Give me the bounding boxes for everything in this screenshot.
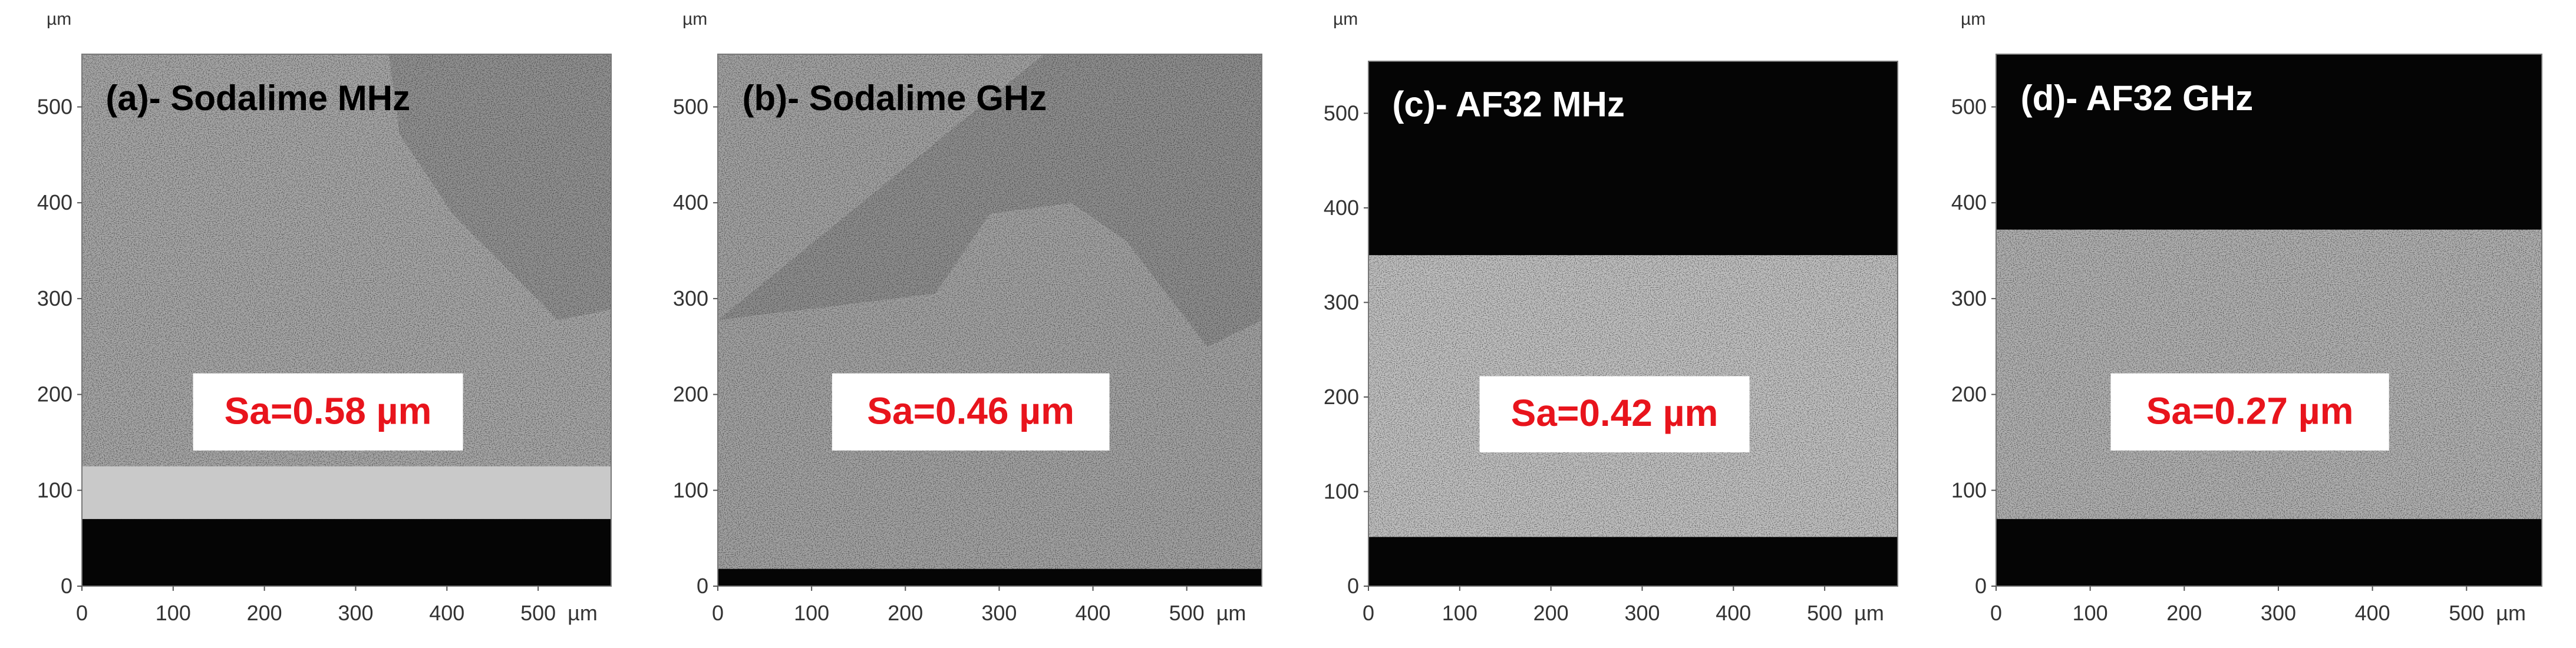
x-unit: µm [1216, 601, 1246, 625]
x-unit: µm [568, 601, 598, 625]
image-band [718, 568, 1262, 586]
y-tick-label: 100 [37, 478, 72, 502]
plot-frame [81, 54, 612, 587]
y-tick-label: 100 [1951, 478, 1987, 502]
micrograph [718, 54, 1262, 586]
micrograph [1996, 54, 2542, 586]
x-tick-label: 100 [156, 601, 191, 625]
y-tick-label: 100 [1324, 479, 1359, 503]
plot-frame [1996, 54, 2542, 587]
y-tick-label: 300 [1324, 290, 1359, 314]
image-band [82, 466, 611, 520]
y-tick-label: 500 [37, 94, 72, 118]
x-tick-label: 100 [2073, 601, 2108, 625]
y-unit: µm [1333, 9, 1358, 29]
plot-frame [717, 54, 1262, 587]
image-band [1368, 61, 1898, 256]
x-tick-label: 500 [2449, 601, 2484, 625]
x-tick-label: 200 [888, 601, 923, 625]
y-tick-label: 200 [37, 382, 72, 406]
plot-frame [1368, 61, 1898, 587]
panel: 0 100 200 300 400 500 0 100 200 300 400 500 µm µm (b)-… [673, 9, 1262, 625]
y-tick-label: 0 [1347, 574, 1359, 598]
x-tick-label: 500 [1807, 601, 1842, 625]
panel-title: (a)- Sodalime MHz [105, 78, 410, 118]
y-unit: µm [47, 9, 71, 29]
y-unit: µm [682, 9, 707, 29]
x-tick-label: 100 [1442, 601, 1477, 625]
sa-box [832, 373, 1110, 451]
sa-box [2110, 373, 2389, 451]
y-tick-label: 500 [673, 94, 708, 118]
x-tick-label: 200 [1533, 601, 1569, 625]
panel-title: (b)- Sodalime GHz [743, 78, 1047, 118]
y-tick-label: 400 [673, 190, 708, 214]
x-tick-label: 300 [338, 601, 373, 625]
panel-title: (c)- AF32 MHz [1392, 85, 1624, 124]
y-tick-label: 500 [1951, 94, 1987, 118]
panel-title: (d)- AF32 GHz [2021, 78, 2253, 118]
y-tick-label: 200 [1324, 385, 1359, 409]
micrograph [82, 54, 611, 586]
panel: 0 100 200 300 400 500 0 100 200 300 400 500 µm µm (d)-… [1951, 9, 2542, 625]
x-tick-label: 0 [1363, 601, 1374, 625]
y-tick-label: 100 [673, 478, 708, 502]
image-grain [718, 54, 1262, 586]
panel: 0 100 200 300 400 500 0 100 200 300 400 500 µm µm (c)-… [1324, 9, 1898, 625]
y-tick-label: 200 [673, 382, 708, 406]
y-tick-label: 400 [37, 190, 72, 214]
x-tick-label: 100 [794, 601, 829, 625]
image-band [1996, 519, 2542, 586]
y-tick-label: 200 [1951, 382, 1987, 406]
x-tick-label: 300 [981, 601, 1017, 625]
y-tick-label: 300 [37, 286, 72, 310]
sa-label: Sa=0.46 µm [867, 390, 1074, 432]
image-band [1368, 537, 1898, 586]
x-tick-label: 300 [2261, 601, 2296, 625]
sa-box [193, 373, 463, 451]
y-tick-label: 0 [697, 574, 708, 598]
panel: 0 100 200 300 400 500 0 100 200 300 400 500 µm µm (a)-… [37, 9, 612, 625]
x-tick-label: 0 [1990, 601, 2002, 625]
x-tick-label: 400 [429, 601, 464, 625]
x-tick-label: 0 [76, 601, 88, 625]
image-band [1996, 54, 2542, 230]
sa-box [1479, 376, 1750, 452]
x-tick-label: 0 [712, 601, 724, 625]
y-tick-label: 0 [1975, 574, 1987, 598]
x-tick-label: 400 [1076, 601, 1111, 625]
y-tick-label: 0 [61, 574, 72, 598]
sa-label: Sa=0.58 µm [225, 390, 432, 432]
y-tick-label: 300 [673, 286, 708, 310]
x-tick-label: 300 [1624, 601, 1660, 625]
y-tick-label: 300 [1951, 286, 1987, 310]
x-unit: µm [2496, 601, 2526, 625]
y-unit: µm [1961, 9, 1985, 29]
x-tick-label: 400 [2355, 601, 2390, 625]
y-tick-label: 500 [1324, 101, 1359, 125]
micrograph [1368, 61, 1898, 586]
image-band [82, 519, 611, 586]
y-tick-label: 400 [1951, 190, 1987, 214]
x-tick-label: 200 [247, 601, 282, 625]
sa-label: Sa=0.27 µm [2146, 390, 2354, 432]
x-unit: µm [1854, 601, 1884, 625]
x-tick-label: 500 [1169, 601, 1205, 625]
x-tick-label: 500 [520, 601, 556, 625]
y-tick-label: 400 [1324, 196, 1359, 220]
x-tick-label: 200 [2166, 601, 2202, 625]
x-tick-label: 400 [1716, 601, 1751, 625]
sa-label: Sa=0.42 µm [1511, 392, 1719, 434]
